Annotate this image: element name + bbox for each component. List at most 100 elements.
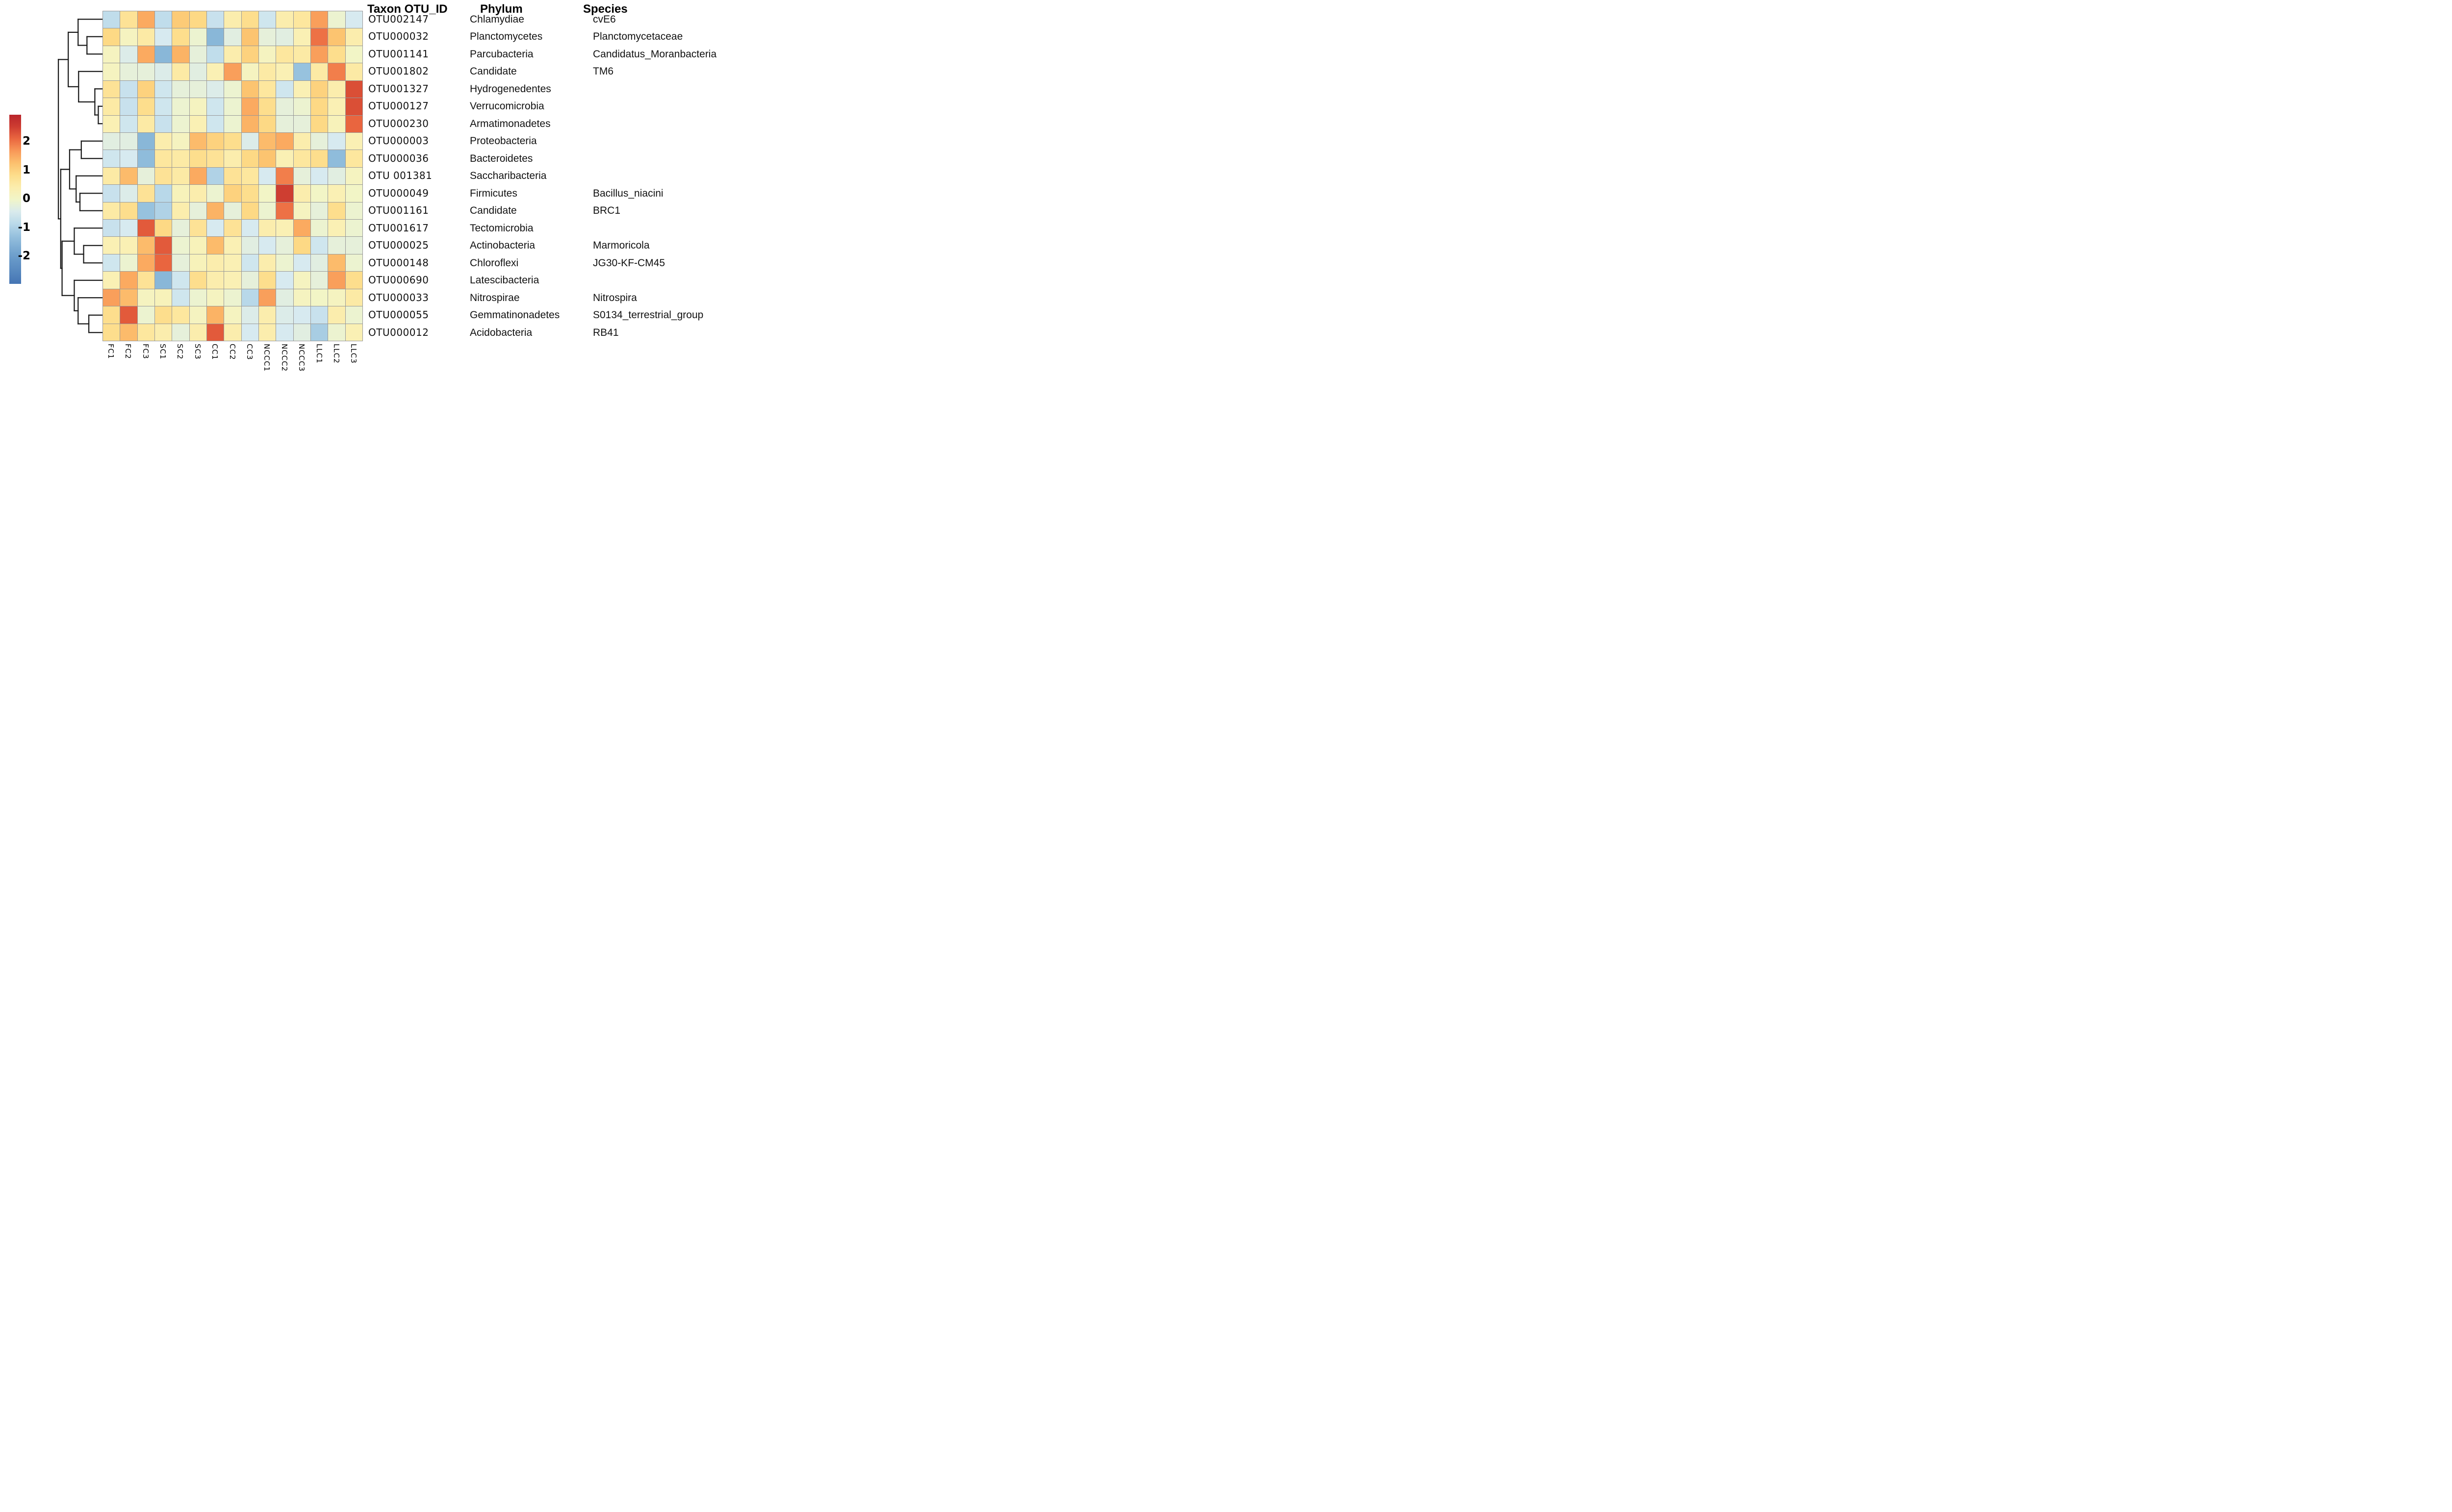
heatmap-cell xyxy=(172,324,189,341)
heatmap-cell xyxy=(241,132,258,150)
heatmap-cell xyxy=(241,115,258,132)
heatmap-cell xyxy=(328,237,345,254)
heatmap-cell xyxy=(224,167,241,185)
heatmap-cell xyxy=(345,306,362,324)
heatmap-cell xyxy=(276,324,293,341)
column-label: NCCC3 xyxy=(297,344,306,372)
heatmap-cell xyxy=(120,63,137,80)
heatmap-cell xyxy=(137,132,154,150)
heatmap-cell xyxy=(206,150,224,167)
row-label-phylum: Parcubacteria xyxy=(470,48,534,60)
heatmap-cell xyxy=(258,237,276,254)
heatmap-cell xyxy=(189,28,206,46)
heatmap-cell xyxy=(293,28,310,46)
heatmap-cell xyxy=(345,80,362,98)
heatmap-cell xyxy=(224,28,241,46)
heatmap-cell xyxy=(120,289,137,306)
row-dendrogram xyxy=(57,19,103,333)
column-header-phylum: Phylum xyxy=(480,2,523,16)
heatmap-cell xyxy=(189,220,206,237)
heatmap-cell xyxy=(103,185,120,202)
heatmap-grid xyxy=(102,11,363,341)
heatmap-cell xyxy=(172,63,189,80)
heatmap-cell xyxy=(172,167,189,185)
heatmap-cell xyxy=(154,202,172,220)
heatmap-cell xyxy=(137,185,154,202)
heatmap-cell xyxy=(224,220,241,237)
heatmap-cell xyxy=(224,63,241,80)
row-label-phylum: Verrucomicrobia xyxy=(470,101,544,112)
heatmap-cell xyxy=(137,115,154,132)
heatmap-cell xyxy=(241,46,258,63)
heatmap-cell xyxy=(120,150,137,167)
heatmap-cell xyxy=(137,289,154,306)
heatmap-cell xyxy=(345,289,362,306)
heatmap-cell xyxy=(154,306,172,324)
heatmap-cell xyxy=(310,306,328,324)
heatmap-cell xyxy=(328,306,345,324)
heatmap-cell xyxy=(224,306,241,324)
heatmap-cell xyxy=(172,46,189,63)
heatmap-cell xyxy=(276,28,293,46)
heatmap-cell xyxy=(120,132,137,150)
heatmap-cell xyxy=(310,324,328,341)
row-label-phylum: Tectomicrobia xyxy=(470,222,534,234)
heatmap-cell xyxy=(241,11,258,28)
heatmap-cell xyxy=(276,46,293,63)
heatmap-cell xyxy=(206,115,224,132)
heatmap-cell xyxy=(154,28,172,46)
heatmap-cell xyxy=(345,63,362,80)
row-label-otu: OTU000127 xyxy=(368,100,429,112)
heatmap-cell xyxy=(224,150,241,167)
heatmap-cell xyxy=(345,167,362,185)
heatmap-cell xyxy=(258,63,276,80)
heatmap-cell xyxy=(310,167,328,185)
heatmap-cell xyxy=(172,237,189,254)
heatmap-cell xyxy=(258,289,276,306)
heatmap-cell xyxy=(241,324,258,341)
heatmap-cell xyxy=(206,11,224,28)
heatmap-cell xyxy=(293,185,310,202)
heatmap-cell xyxy=(258,46,276,63)
heatmap-cell xyxy=(293,202,310,220)
heatmap-cell xyxy=(154,324,172,341)
heatmap-cell xyxy=(103,237,120,254)
heatmap-cell xyxy=(172,272,189,289)
heatmap-cell xyxy=(345,132,362,150)
heatmap-cell xyxy=(310,289,328,306)
heatmap-cell xyxy=(241,289,258,306)
heatmap-cell xyxy=(276,220,293,237)
row-label-phylum: Hydrogenedentes xyxy=(470,83,551,95)
heatmap-cell xyxy=(276,80,293,98)
heatmap-cell xyxy=(206,98,224,115)
heatmap-cell xyxy=(120,98,137,115)
heatmap-cell xyxy=(310,220,328,237)
heatmap-cell xyxy=(258,202,276,220)
heatmap-cell xyxy=(241,220,258,237)
heatmap-cell xyxy=(224,202,241,220)
heatmap-cell xyxy=(328,202,345,220)
row-label-phylum: Armatimonadetes xyxy=(470,118,551,129)
heatmap-cell xyxy=(120,80,137,98)
heatmap-cell xyxy=(224,98,241,115)
heatmap-cell xyxy=(293,306,310,324)
heatmap-cell xyxy=(154,185,172,202)
column-label: FC3 xyxy=(141,344,150,359)
heatmap-cell xyxy=(310,98,328,115)
heatmap-cell xyxy=(137,63,154,80)
column-label: SC2 xyxy=(176,344,185,360)
heatmap-cell xyxy=(189,11,206,28)
heatmap-cell xyxy=(172,306,189,324)
heatmap-cell xyxy=(206,324,224,341)
heatmap-cell xyxy=(310,237,328,254)
heatmap-cell xyxy=(345,185,362,202)
heatmap-cell xyxy=(293,272,310,289)
heatmap-cell xyxy=(276,63,293,80)
row-label-otu: OTU000690 xyxy=(368,274,429,286)
heatmap-cell xyxy=(120,202,137,220)
heatmap-cell xyxy=(293,324,310,341)
heatmap-cell xyxy=(293,98,310,115)
heatmap-cell xyxy=(206,80,224,98)
heatmap-cell xyxy=(206,254,224,272)
heatmap-cell xyxy=(276,115,293,132)
